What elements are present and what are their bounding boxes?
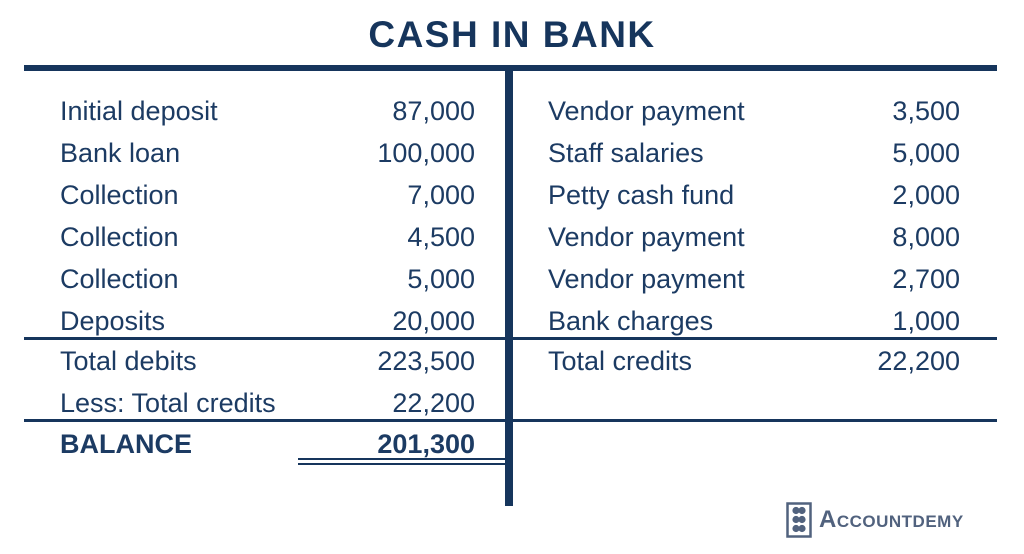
entry-label: Bank loan [60, 137, 181, 168]
table-row: Bank loan 100,000 [60, 132, 475, 174]
abacus-icon [786, 502, 812, 538]
total-label: Total credits [548, 345, 693, 376]
less-label: Less: Total credits [60, 387, 276, 418]
table-row: Vendor payment 8,000 [548, 216, 960, 258]
credit-entries: Vendor payment 3,500 Staff salaries 5,00… [548, 90, 960, 342]
entry-amount: 5,000 [407, 263, 475, 294]
entry-label: Collection [60, 179, 179, 210]
entry-label: Staff salaries [548, 137, 704, 168]
entry-label: Collection [60, 221, 179, 252]
entry-label: Petty cash fund [548, 179, 735, 210]
entry-amount: 3,500 [892, 95, 960, 126]
table-row: Bank charges 1,000 [548, 300, 960, 342]
balance-amount: 201,300 [377, 428, 475, 459]
table-row: Staff salaries 5,000 [548, 132, 960, 174]
entry-amount: 87,000 [392, 95, 475, 126]
account-title: CASH IN BANK [368, 14, 656, 55]
totals-rule [24, 337, 997, 340]
table-row: Deposits 20,000 [60, 300, 475, 342]
entry-amount: 7,000 [407, 179, 475, 210]
entry-label: Bank charges [548, 305, 714, 336]
less-amount: 22,200 [392, 387, 475, 418]
entry-amount: 20,000 [392, 305, 475, 336]
total-label: Total debits [60, 345, 197, 376]
total-amount: 22,200 [877, 345, 960, 376]
balance-row: BALANCE 201,300 [60, 423, 475, 465]
entry-amount: 1,000 [892, 305, 960, 336]
entry-label: Vendor payment [548, 221, 745, 252]
entry-amount: 8,000 [892, 221, 960, 252]
total-credits-row: Total credits 22,200 [548, 340, 960, 382]
total-amount: 223,500 [377, 345, 475, 376]
table-row: Initial deposit 87,000 [60, 90, 475, 132]
entry-amount: 4,500 [407, 221, 475, 252]
table-row: Collection 4,500 [60, 216, 475, 258]
balance-rule [24, 419, 997, 422]
entry-amount: 5,000 [892, 137, 960, 168]
table-row: Petty cash fund 2,000 [548, 174, 960, 216]
entry-amount: 2,000 [892, 179, 960, 210]
less-total-credits-row: Less: Total credits 22,200 [60, 382, 475, 424]
debit-entries: Initial deposit 87,000 Bank loan 100,000… [60, 90, 475, 342]
entry-label: Vendor payment [548, 95, 745, 126]
t-account-divider [505, 65, 513, 506]
table-row: Collection 5,000 [60, 258, 475, 300]
logo-wordmark: Accountdemy [819, 506, 964, 533]
entry-amount: 100,000 [377, 137, 475, 168]
entry-amount: 2,700 [892, 263, 960, 294]
table-row: Vendor payment 3,500 [548, 90, 960, 132]
balance-label: BALANCE [60, 428, 192, 459]
table-row: Vendor payment 2,700 [548, 258, 960, 300]
accountdemy-logo: Accountdemy [786, 502, 964, 538]
total-debits-row: Total debits 223,500 [60, 340, 475, 382]
balance-double-underline [298, 458, 513, 465]
entry-label: Deposits [60, 305, 166, 336]
entry-label: Vendor payment [548, 263, 745, 294]
entry-label: Initial deposit [60, 95, 218, 126]
entry-label: Collection [60, 263, 179, 294]
table-row: Collection 7,000 [60, 174, 475, 216]
